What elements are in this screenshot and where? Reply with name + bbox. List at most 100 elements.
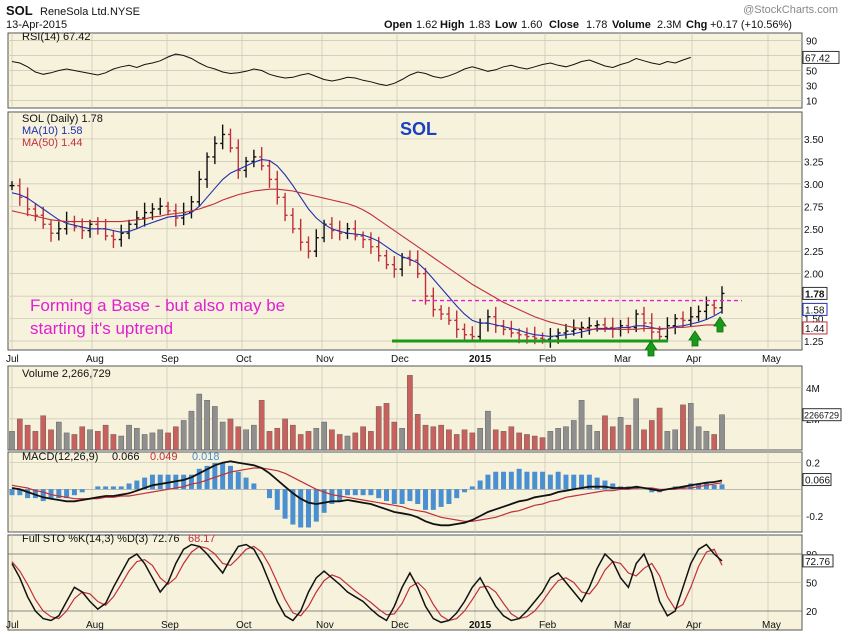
macd-histogram-bar xyxy=(290,489,296,525)
bottom-month-label: Aug xyxy=(86,620,104,631)
macd-histogram-bar xyxy=(477,480,483,490)
macd-histogram-bar xyxy=(563,474,569,490)
macd-histogram-bar xyxy=(571,474,577,490)
volume-bar xyxy=(446,429,452,451)
price-panel xyxy=(7,111,803,351)
low-value: 1.60 xyxy=(521,19,542,31)
month-label: Nov xyxy=(316,354,334,365)
close-value: 1.78 xyxy=(586,19,607,31)
macd-histogram-bar xyxy=(95,486,101,490)
volume-bar xyxy=(141,434,148,451)
volume-bar xyxy=(695,426,702,451)
macd-histogram-bar xyxy=(703,483,709,490)
price-tick-label: 3.00 xyxy=(804,180,824,191)
macd-histogram-bar xyxy=(352,489,358,496)
bottom-month-label: Apr xyxy=(686,620,702,631)
bottom-month-label: Sep xyxy=(161,620,179,631)
price-tick-label: 3.25 xyxy=(804,157,824,168)
macd-histogram-bar xyxy=(516,468,522,490)
volume-bar xyxy=(531,435,538,451)
bottom-month-label: Oct xyxy=(236,620,252,631)
volume-bar xyxy=(492,429,499,451)
rsi-tick-label: 50 xyxy=(806,67,818,78)
volume-bar xyxy=(297,434,304,451)
volume-bar xyxy=(664,431,671,451)
macd-histogram-bar xyxy=(40,489,46,502)
bottom-month-label: Nov xyxy=(316,620,334,631)
month-label: 2015 xyxy=(469,354,492,365)
volume-tick-label: 4M xyxy=(806,384,820,395)
volume-bar xyxy=(180,420,187,451)
price-tick-label: 1.50 xyxy=(804,315,824,326)
volume-bar xyxy=(719,414,725,451)
macd-histogram-bar xyxy=(415,489,421,504)
rsi-tick-label: 30 xyxy=(806,82,818,93)
volume-bar xyxy=(110,434,117,451)
volume-bar xyxy=(321,421,327,451)
volume-bar xyxy=(438,424,444,451)
volume-bar xyxy=(282,418,288,451)
chart-date: 13-Apr-2015 xyxy=(6,19,67,31)
macd-histogram-bar xyxy=(329,489,335,504)
rsi-value-box xyxy=(802,50,840,64)
volume-bar xyxy=(274,428,281,451)
macd-histogram-bar xyxy=(719,484,725,490)
macd-histogram-bar xyxy=(32,489,38,499)
macd-histogram-bar xyxy=(376,489,382,499)
bottom-month-label: Dec xyxy=(391,620,409,631)
macd-histogram-bar xyxy=(360,489,366,496)
volume-bar xyxy=(524,434,530,451)
volume-bar xyxy=(672,429,678,451)
volume-label: Volume xyxy=(612,19,651,31)
ma10-value-box xyxy=(802,302,828,316)
annotation-text: Forming a Base - but also may be startin… xyxy=(30,296,286,338)
volume-bar xyxy=(173,426,179,451)
volume-bar xyxy=(290,424,296,451)
macd-histogram-bar xyxy=(305,489,311,528)
volume-bar xyxy=(407,375,413,451)
month-label: Aug xyxy=(86,354,104,365)
volume-bar xyxy=(313,428,320,451)
last-close-label: 1.78 xyxy=(805,289,825,300)
volume-title: Volume 2,266,729 xyxy=(22,368,111,380)
sto-value-box xyxy=(802,554,834,568)
macd-histogram-bar xyxy=(142,477,148,490)
macd-histogram-bar xyxy=(579,474,585,490)
macd-histogram-bar xyxy=(25,489,31,499)
sto-title: Full STO %K(14,3) %D(3) xyxy=(22,533,148,545)
volume-bar xyxy=(95,431,101,451)
macd-histogram-bar xyxy=(524,471,530,490)
volume-bar xyxy=(602,415,608,451)
rsi-tick-label: 10 xyxy=(806,97,818,108)
volume-bar xyxy=(680,404,686,451)
volume-bar xyxy=(212,406,218,451)
price-tick-label: 2.00 xyxy=(804,270,824,281)
macd-tick-label: 0.2 xyxy=(806,459,820,470)
macd-histogram-bar xyxy=(469,486,475,490)
macd-histogram-bar xyxy=(391,489,397,504)
macd-histogram-bar xyxy=(71,489,77,496)
volume-bar xyxy=(360,426,366,451)
macd-histogram-bar xyxy=(438,489,444,507)
volume-bar xyxy=(625,424,632,451)
macd-histogram-bar xyxy=(462,489,468,493)
bottom-month-label: Mar xyxy=(614,620,632,631)
volume-bar xyxy=(399,428,405,451)
chart-panels xyxy=(7,32,803,631)
macd-histogram-bar xyxy=(711,484,717,490)
macd-value-label: 0.066 xyxy=(805,476,830,487)
macd-histogram-bar xyxy=(126,483,132,490)
macd-histogram-bar xyxy=(446,489,452,504)
up-arrow-icon xyxy=(713,316,727,333)
volume-bar xyxy=(40,415,47,451)
open-label: Open xyxy=(384,19,412,31)
volume-bar xyxy=(24,424,31,451)
macd-histogram-bar xyxy=(586,474,592,490)
macd-histogram-bar xyxy=(266,489,272,499)
bottom-month-label: Feb xyxy=(539,620,557,631)
macd-histogram-bar xyxy=(56,489,62,499)
macd-histogram-bar xyxy=(540,471,546,490)
price-tick-label: 2.25 xyxy=(804,247,824,258)
bottom-month-label: Jul xyxy=(6,620,19,631)
volume-bar xyxy=(9,431,15,451)
